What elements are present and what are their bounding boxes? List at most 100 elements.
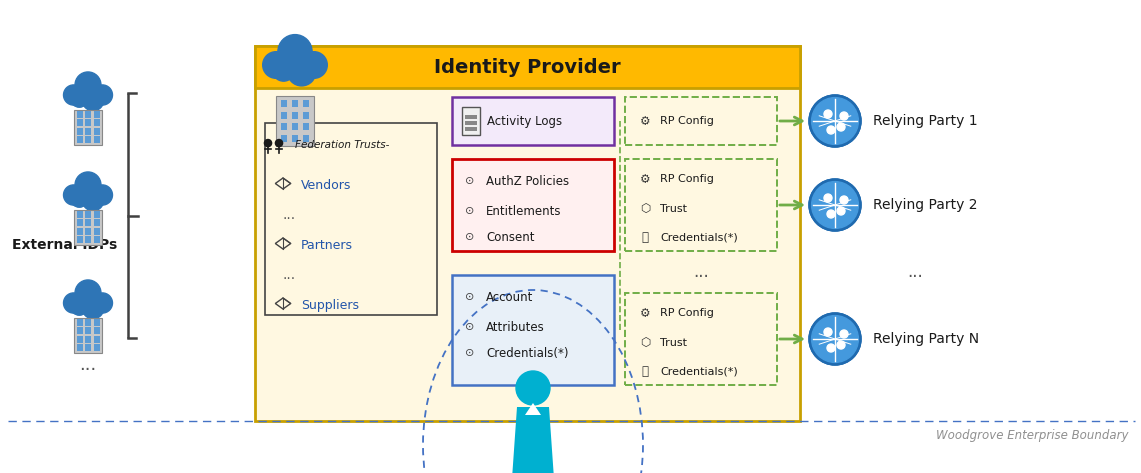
Bar [452,275,614,385]
Circle shape [837,123,845,131]
Circle shape [82,297,104,319]
Bar [94,327,99,334]
Circle shape [71,90,88,107]
Bar [94,211,99,218]
Bar [76,119,82,126]
Text: Relying Party 2: Relying Party 2 [873,198,978,212]
Bar [74,317,102,352]
Circle shape [288,57,316,86]
Bar [625,293,777,385]
Text: Account: Account [486,290,533,304]
Bar [84,327,91,334]
Text: Relying Party 1: Relying Party 1 [873,114,978,128]
Bar [292,100,298,107]
Text: Credentials(*): Credentials(*) [659,366,738,376]
Bar [292,112,298,119]
Text: ⊙: ⊙ [466,292,475,302]
Circle shape [840,330,848,338]
Bar [94,119,99,126]
Circle shape [75,172,100,198]
Bar [76,136,82,143]
Bar [84,336,91,343]
Polygon shape [511,407,555,473]
Bar [84,211,91,218]
Bar [625,97,777,145]
Bar [304,135,309,141]
Text: ⬡: ⬡ [640,336,650,350]
Circle shape [301,52,327,79]
Bar [94,136,99,143]
Text: Woodgrove Enterprise Boundary: Woodgrove Enterprise Boundary [936,429,1128,441]
Text: RP Config: RP Config [659,174,714,184]
Bar [281,100,288,107]
Circle shape [82,89,104,111]
Text: ⚙: ⚙ [640,307,650,319]
Circle shape [75,280,100,306]
Text: External IDPs: External IDPs [13,238,118,252]
Bar [76,211,82,218]
Text: Trust: Trust [659,204,687,214]
Circle shape [265,140,272,147]
Bar [84,344,91,351]
Text: ⚿: ⚿ [641,230,648,244]
Circle shape [75,72,100,98]
Circle shape [837,207,845,215]
Ellipse shape [811,182,858,228]
Bar [94,236,99,243]
Text: ...: ... [80,356,97,374]
Bar [281,123,288,130]
Bar [625,159,777,251]
Bar [254,46,800,421]
Text: Attributes: Attributes [486,321,544,333]
Circle shape [824,328,832,336]
Bar [84,128,91,135]
Text: ...: ... [907,263,923,281]
Circle shape [273,58,296,81]
Bar [466,127,477,131]
Text: ⚙: ⚙ [640,114,650,128]
Text: ⚿: ⚿ [641,365,648,377]
Text: Federation Trusts-: Federation Trusts- [296,140,389,150]
Circle shape [827,210,835,218]
Circle shape [837,341,845,349]
Bar [94,219,99,226]
Bar [292,135,298,141]
Bar [84,111,91,118]
Bar [84,228,91,235]
Text: ...: ... [283,268,297,282]
Text: ⊙: ⊙ [466,232,475,242]
Circle shape [840,196,848,204]
Circle shape [809,95,861,147]
Circle shape [262,52,290,79]
Bar [76,219,82,226]
Bar [94,336,99,343]
Text: Suppliers: Suppliers [301,298,359,312]
Text: Credentials(*): Credentials(*) [659,232,738,242]
Circle shape [92,85,113,105]
Text: ...: ... [283,208,297,222]
Circle shape [92,293,113,313]
Text: Entitlements: Entitlements [486,204,561,218]
Bar [94,344,99,351]
Text: Vendors: Vendors [301,178,351,192]
Bar [265,123,437,315]
Bar [452,159,614,251]
Bar [76,319,82,326]
Circle shape [275,140,283,147]
Bar [76,236,82,243]
Bar [462,107,480,135]
Ellipse shape [811,315,858,362]
Circle shape [278,35,313,69]
Bar [304,100,309,107]
Circle shape [827,344,835,352]
Circle shape [827,126,835,134]
Circle shape [516,371,550,405]
Circle shape [82,189,104,211]
Circle shape [824,194,832,202]
Bar [304,123,309,130]
Text: ⊙: ⊙ [466,348,475,358]
Bar [254,46,800,88]
Bar [76,327,82,334]
Bar [94,228,99,235]
Text: Consent: Consent [486,230,534,244]
